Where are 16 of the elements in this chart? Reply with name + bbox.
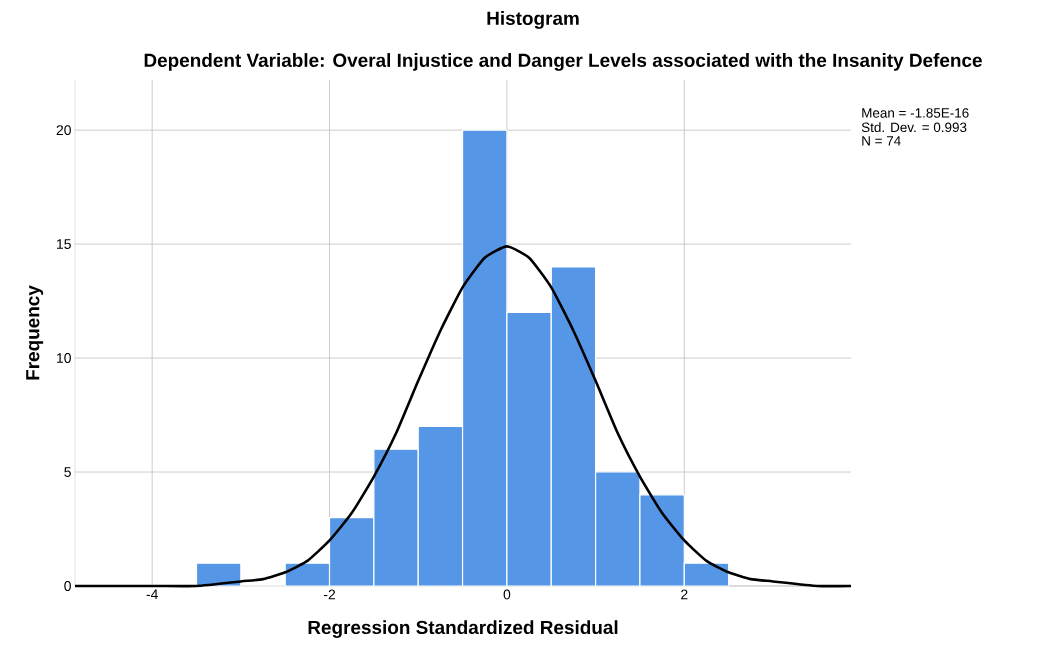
y-axis-title: Frequency (26, 285, 44, 380)
x-tick-label: -2 (323, 589, 336, 600)
chart-subtitle: Dependent Variable: Overal Injustice and Danger Levels associated with the Insanity Defence (144, 53, 982, 71)
y-tick-label: 0 (64, 581, 71, 591)
text: Mean = -1.85E-16 (862, 108, 969, 118)
text: N = 74 (862, 136, 901, 146)
x-tick-label: 0 (503, 589, 511, 600)
y-tick-label: 20 (56, 125, 71, 136)
text: Std. Dev. = 0.993 (861, 122, 967, 133)
x-axis-title: Regression Standardized Residual (308, 620, 618, 638)
y-tick-label: 15 (57, 239, 71, 249)
y-tick-label: 10 (57, 353, 71, 363)
x-tick-label: -4 (146, 589, 158, 600)
x-tick-label: 2 (681, 589, 688, 600)
chart-title: Histogram (487, 11, 579, 29)
y-tick-label: 5 (64, 467, 71, 477)
